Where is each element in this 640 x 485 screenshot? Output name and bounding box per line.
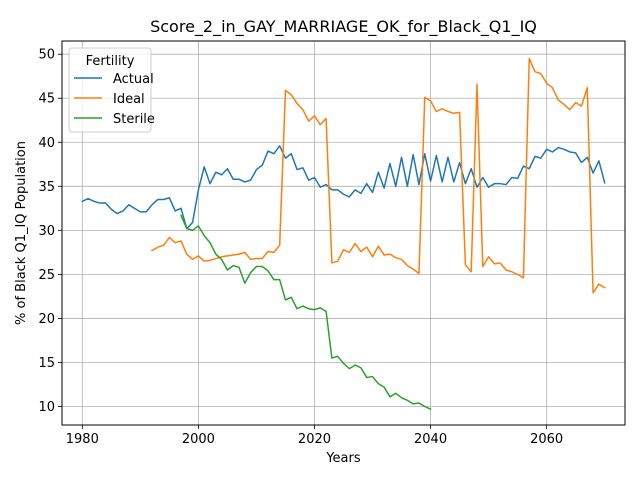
y-tick-label: 40 [38, 136, 55, 151]
x-tick-label: 2060 [530, 432, 563, 447]
y-tick-label: 30 [38, 224, 55, 239]
series-line-actual [81, 145, 606, 230]
legend-box [68, 47, 152, 133]
legend-title: Fertility [86, 54, 135, 69]
legend: Fertility Actual Ideal Sterile [68, 47, 155, 133]
legend-entries: Actual Ideal Sterile [74, 72, 155, 127]
legend-label-ideal: Ideal [113, 92, 145, 107]
x-tick-label: 1980 [66, 432, 99, 447]
x-tick-label: 2040 [414, 432, 447, 447]
axis-ticks: 1980 2000 2020 2040 2060 10 15 20 25 30 35 40 45 50 [38, 48, 563, 447]
grid-lines [62, 41, 625, 425]
legend-label-sterile: Sterile [113, 112, 155, 127]
y-tick-label: 25 [38, 268, 55, 283]
y-tick-label: 20 [38, 312, 55, 327]
y-tick-label: 45 [38, 92, 55, 107]
x-tick-label: 2020 [298, 432, 331, 447]
y-tick-label: 35 [38, 180, 55, 195]
y-axis-label: % of Black Q1_IQ Population [14, 141, 29, 325]
y-tick-label: 10 [38, 400, 55, 415]
y-tick-label: 15 [38, 356, 55, 371]
x-tick-label: 2000 [182, 432, 215, 447]
series-line-ideal [150, 57, 606, 294]
series-lines [81, 57, 606, 411]
series-line-sterile [179, 214, 432, 411]
chart-title: Score_2_in_GAY_MARRIAGE_OK_for_Black_Q1_… [150, 17, 537, 37]
y-tick-label: 50 [38, 48, 55, 63]
plot-frame [61, 40, 626, 426]
x-axis-label: Years [325, 451, 361, 466]
legend-label-actual: Actual [113, 72, 154, 87]
